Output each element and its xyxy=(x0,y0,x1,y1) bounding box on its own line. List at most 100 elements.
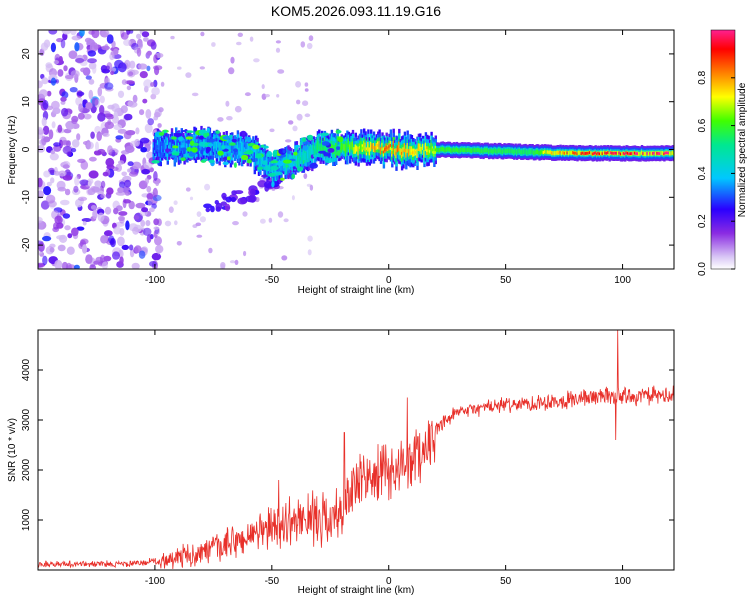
trace-cell xyxy=(304,153,307,160)
trace-cell xyxy=(632,151,635,156)
trace-cell xyxy=(168,145,171,152)
noise-blob xyxy=(304,88,309,92)
noise-blob xyxy=(268,217,273,223)
noise-blob xyxy=(157,123,162,128)
y-tick-label: 10 xyxy=(21,96,32,108)
noise-blob xyxy=(123,199,131,204)
trace-cell xyxy=(452,147,456,152)
trace-cell xyxy=(541,149,544,154)
noise-blob xyxy=(61,107,69,117)
trace-cell xyxy=(342,143,345,150)
noise-blob xyxy=(74,42,80,52)
trace-blob xyxy=(263,145,269,149)
trace-cell xyxy=(302,150,306,161)
trace-cell xyxy=(500,149,503,154)
trace-core xyxy=(378,143,381,147)
trace-cell xyxy=(318,140,321,150)
trace-core xyxy=(598,152,602,156)
trace-cell xyxy=(191,144,195,151)
noise-blob xyxy=(146,193,154,200)
noise-blob xyxy=(117,90,125,99)
x-tick-label: -50 xyxy=(265,576,280,587)
trace-core xyxy=(407,151,411,155)
trace-cell xyxy=(177,142,181,153)
noise-blob xyxy=(101,45,110,51)
trace-cell xyxy=(187,142,190,150)
trace-blob xyxy=(291,173,296,180)
trace-cell xyxy=(520,150,523,155)
trace-cell xyxy=(297,158,300,165)
trace-core xyxy=(666,151,669,155)
trace-cell xyxy=(217,140,220,148)
trace-cell xyxy=(482,149,485,154)
trace-cell xyxy=(468,147,471,152)
noise-blob xyxy=(149,207,155,213)
noise-blob xyxy=(177,66,182,70)
y-tick-label: -20 xyxy=(21,237,32,252)
trace-core xyxy=(556,151,559,155)
trace-cell xyxy=(671,150,674,155)
trace-cell xyxy=(250,147,254,154)
trace-core xyxy=(417,145,421,149)
trace-cell xyxy=(298,156,301,163)
trace-core xyxy=(542,151,545,154)
trace-blob xyxy=(222,135,231,140)
trace-cell xyxy=(315,145,318,153)
noise-blob xyxy=(300,41,306,48)
noise-blob xyxy=(105,157,115,167)
trace-cell xyxy=(600,150,603,156)
trace-cell xyxy=(239,143,242,152)
trace-cell xyxy=(271,167,275,175)
trace-core xyxy=(664,151,667,155)
trace-core xyxy=(642,152,645,155)
noise-blob xyxy=(65,74,74,80)
trace-blob xyxy=(223,157,227,160)
trace-core xyxy=(622,151,625,155)
noise-blob xyxy=(58,170,67,177)
trace-blob xyxy=(318,150,327,154)
spectrogram-xlabel: Height of straight line (km) xyxy=(298,285,415,296)
noise-blob xyxy=(87,58,97,64)
noise-blob xyxy=(132,94,138,103)
noise-blob xyxy=(295,81,302,88)
trace-cell xyxy=(465,148,468,153)
noise-blob xyxy=(113,226,122,235)
noise-blob xyxy=(100,193,106,199)
trace-cell xyxy=(492,149,495,154)
noise-blob xyxy=(164,220,172,227)
noise-blob xyxy=(132,226,140,235)
trace-cell xyxy=(308,149,311,159)
trace-cell xyxy=(201,145,205,153)
trace-cell xyxy=(423,150,426,158)
noise-blob xyxy=(80,67,88,73)
noise-blob xyxy=(125,220,130,231)
noise-blob xyxy=(117,236,125,247)
trace-cell xyxy=(165,142,168,151)
trace-cell xyxy=(570,150,573,155)
trace-core xyxy=(629,152,632,156)
trace-cell xyxy=(518,149,522,154)
noise-blob xyxy=(50,42,57,53)
noise-blob xyxy=(196,234,203,238)
trace-cell xyxy=(189,141,192,151)
trace-core xyxy=(548,150,551,154)
trace-core xyxy=(388,145,391,149)
trace-cell xyxy=(569,150,572,155)
trace-core xyxy=(614,151,617,155)
trace-core xyxy=(549,150,552,154)
noise-blob xyxy=(75,58,85,63)
trace-cell xyxy=(343,144,346,151)
trace-cell xyxy=(335,146,338,155)
trace-cell xyxy=(567,151,571,156)
trace-blob xyxy=(191,147,198,153)
trace-blob xyxy=(189,140,195,146)
noise-blob xyxy=(204,183,211,191)
noise-blob xyxy=(50,177,55,184)
trace-blob xyxy=(296,166,304,172)
trace-cell xyxy=(457,148,460,153)
trace-cell xyxy=(479,149,482,154)
trace-core xyxy=(595,152,599,156)
noise-blob xyxy=(128,171,138,177)
noise-blob xyxy=(118,211,128,216)
noise-blob xyxy=(236,41,242,46)
